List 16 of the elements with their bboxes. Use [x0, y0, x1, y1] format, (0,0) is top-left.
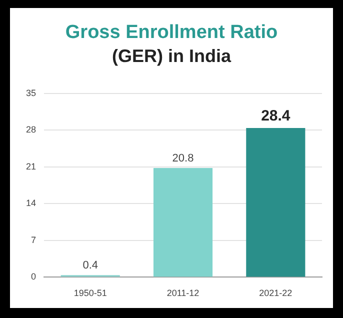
y-tick-label: 0 — [30, 272, 36, 282]
data-label: 28.4 — [261, 108, 291, 125]
y-tick-label: 7 — [30, 234, 36, 245]
data-label: 20.8 — [172, 152, 194, 164]
y-tick-label: 14 — [26, 198, 36, 208]
x-tick-label: 2021-22 — [259, 288, 292, 298]
y-tick-label: 21 — [26, 161, 36, 172]
bar — [246, 128, 306, 277]
data-label: 0.4 — [82, 260, 98, 272]
chart-subtitle: (GER) in India — [111, 46, 232, 67]
x-tick-label: 2011-12 — [166, 288, 200, 298]
y-tick-label: 35 — [26, 88, 36, 98]
y-tick-label: 28 — [26, 124, 36, 135]
x-tick-label: 1950-51 — [74, 288, 107, 298]
bar — [153, 168, 213, 277]
chart-title: Gross Enrollment Ratio — [64, 22, 279, 44]
